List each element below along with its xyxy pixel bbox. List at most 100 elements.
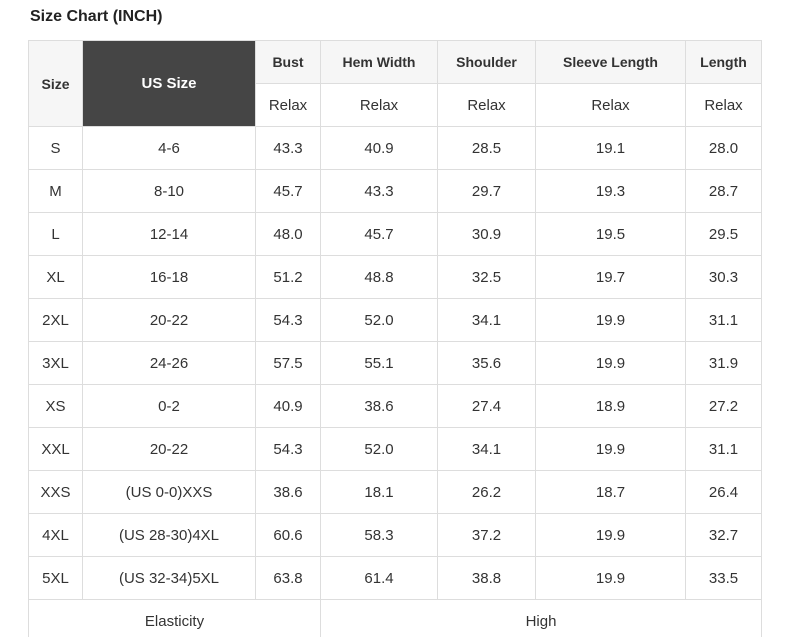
length-cell: 31.9 — [685, 341, 762, 385]
size-chart-table: Size US Size Bust Hem Width Shoulder Sle… — [28, 40, 762, 637]
table-row: 2XL 20-22 54.3 52.0 34.1 19.9 31.1 — [28, 298, 762, 342]
sleeve-length-cell: 19.9 — [535, 298, 686, 342]
length-cell: 28.7 — [685, 169, 762, 213]
size-cell: XXS — [28, 470, 83, 514]
us-size-cell: 24-26 — [82, 341, 256, 385]
sleeve-length-cell: 19.9 — [535, 341, 686, 385]
bust-cell: 54.3 — [255, 427, 321, 471]
header-cell-sleeve-length: Sleeve Length — [535, 40, 686, 84]
sleeve-length-cell: 19.1 — [535, 126, 686, 170]
us-size-cell: (US 0-0)XXS — [82, 470, 256, 514]
hem-width-cell: 48.8 — [320, 255, 438, 299]
table-row: M 8-10 45.7 43.3 29.7 19.3 28.7 — [28, 169, 762, 213]
us-size-cell: 8-10 — [82, 169, 256, 213]
table-row: XL 16-18 51.2 48.8 32.5 19.7 30.3 — [28, 255, 762, 299]
bust-cell: 60.6 — [255, 513, 321, 557]
shoulder-cell: 27.4 — [437, 384, 536, 428]
sleeve-length-cell: 19.9 — [535, 556, 686, 600]
us-size-cell: (US 28-30)4XL — [82, 513, 256, 557]
bust-cell: 45.7 — [255, 169, 321, 213]
table-row: L 12-14 48.0 45.7 30.9 19.5 29.5 — [28, 212, 762, 256]
shoulder-cell: 34.1 — [437, 427, 536, 471]
sleeve-length-cell: 18.9 — [535, 384, 686, 428]
length-cell: 26.4 — [685, 470, 762, 514]
size-cell: 3XL — [28, 341, 83, 385]
us-size-cell: 12-14 — [82, 212, 256, 256]
sleeve-length-cell: 18.7 — [535, 470, 686, 514]
length-cell: 31.1 — [685, 298, 762, 342]
fit-cell-bust: Relax — [255, 83, 321, 127]
header-cell-shoulder: Shoulder — [437, 40, 536, 84]
hem-width-cell: 52.0 — [320, 427, 438, 471]
footer-row: Elasticity High — [28, 599, 762, 637]
sleeve-length-cell: 19.9 — [535, 513, 686, 557]
bust-cell: 63.8 — [255, 556, 321, 600]
size-chart-page: Size Chart (INCH) Size US Size Bust Hem … — [0, 7, 789, 637]
header-row-fit: Relax Relax Relax Relax Relax — [29, 83, 762, 127]
fit-cell-hem-width: Relax — [320, 83, 438, 127]
us-size-cell: 20-22 — [82, 427, 256, 471]
table-row: XXS (US 0-0)XXS 38.6 18.1 26.2 18.7 26.4 — [28, 470, 762, 514]
header-row-measurements: Size US Size Bust Hem Width Shoulder Sle… — [28, 40, 762, 127]
table-row: S 4-6 43.3 40.9 28.5 19.1 28.0 — [28, 126, 762, 170]
bust-cell: 38.6 — [255, 470, 321, 514]
page-title: Size Chart (INCH) — [30, 8, 163, 25]
hem-width-cell: 43.3 — [320, 169, 438, 213]
us-size-cell: (US 32-34)5XL — [82, 556, 256, 600]
size-cell: XL — [28, 255, 83, 299]
size-cell: 5XL — [28, 556, 83, 600]
sleeve-length-cell: 19.3 — [535, 169, 686, 213]
shoulder-cell: 37.2 — [437, 513, 536, 557]
bust-cell: 54.3 — [255, 298, 321, 342]
size-cell: XS — [28, 384, 83, 428]
fit-cell-shoulder: Relax — [437, 83, 536, 127]
size-cell: 2XL — [28, 298, 83, 342]
elasticity-value-cell: High — [320, 599, 762, 637]
hem-width-cell: 45.7 — [320, 212, 438, 256]
table-row: XS 0-2 40.9 38.6 27.4 18.9 27.2 — [28, 384, 762, 428]
header-cell-size: Size — [28, 40, 83, 127]
header-cell-bust: Bust — [255, 40, 321, 84]
bust-cell: 57.5 — [255, 341, 321, 385]
bust-cell: 43.3 — [255, 126, 321, 170]
fit-cell-length: Relax — [685, 83, 762, 127]
size-cell: L — [28, 212, 83, 256]
size-cell: S — [28, 126, 83, 170]
sleeve-length-cell: 19.5 — [535, 212, 686, 256]
hem-width-cell: 58.3 — [320, 513, 438, 557]
length-cell: 29.5 — [685, 212, 762, 256]
length-cell: 30.3 — [685, 255, 762, 299]
sleeve-length-cell: 19.9 — [535, 427, 686, 471]
hem-width-cell: 55.1 — [320, 341, 438, 385]
header-cell-hem-width: Hem Width — [320, 40, 438, 84]
us-size-cell: 20-22 — [82, 298, 256, 342]
bust-cell: 40.9 — [255, 384, 321, 428]
header-cell-us-size: US Size — [82, 40, 256, 127]
fit-cell-sleeve-length: Relax — [535, 83, 686, 127]
hem-width-cell: 61.4 — [320, 556, 438, 600]
size-cell: XXL — [28, 427, 83, 471]
hem-width-cell: 38.6 — [320, 384, 438, 428]
shoulder-cell: 26.2 — [437, 470, 536, 514]
table-row: XXL 20-22 54.3 52.0 34.1 19.9 31.1 — [28, 427, 762, 471]
sleeve-length-cell: 19.7 — [535, 255, 686, 299]
us-size-cell: 0-2 — [82, 384, 256, 428]
header-cell-length: Length — [685, 40, 762, 84]
table-row: 3XL 24-26 57.5 55.1 35.6 19.9 31.9 — [28, 341, 762, 385]
shoulder-cell: 30.9 — [437, 212, 536, 256]
shoulder-cell: 28.5 — [437, 126, 536, 170]
length-cell: 31.1 — [685, 427, 762, 471]
elasticity-label-cell: Elasticity — [28, 599, 321, 637]
length-cell: 27.2 — [685, 384, 762, 428]
hem-width-cell: 18.1 — [320, 470, 438, 514]
size-cell: M — [28, 169, 83, 213]
hem-width-cell: 40.9 — [320, 126, 438, 170]
shoulder-cell: 29.7 — [437, 169, 536, 213]
table-row: 5XL (US 32-34)5XL 63.8 61.4 38.8 19.9 33… — [28, 556, 762, 600]
shoulder-cell: 32.5 — [437, 255, 536, 299]
table-row: 4XL (US 28-30)4XL 60.6 58.3 37.2 19.9 32… — [28, 513, 762, 557]
us-size-cell: 4-6 — [82, 126, 256, 170]
shoulder-cell: 34.1 — [437, 298, 536, 342]
shoulder-cell: 35.6 — [437, 341, 536, 385]
size-cell: 4XL — [28, 513, 83, 557]
